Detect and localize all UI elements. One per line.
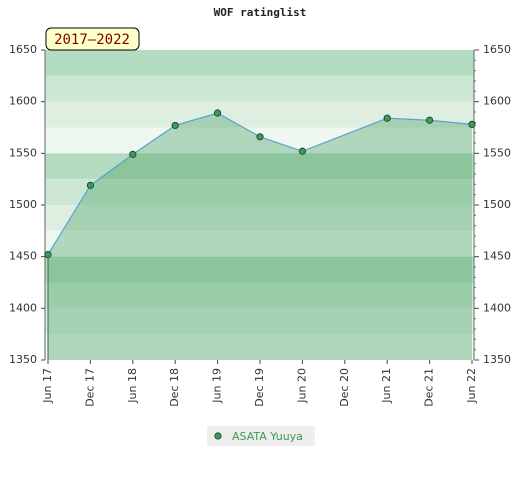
background-band [45, 179, 474, 205]
y2-tick-label: 1650 [483, 43, 511, 56]
area [48, 113, 472, 361]
background-band [45, 334, 474, 360]
annotation-box [45, 27, 140, 51]
y-tick-label: 1500 [9, 198, 37, 211]
x-tick-label: Dec 18 [168, 368, 181, 407]
y-tick-label: 1650 [9, 43, 37, 56]
y-tick-label: 1600 [9, 95, 37, 108]
background-band [45, 308, 474, 335]
point [256, 133, 264, 141]
background-band [45, 230, 474, 257]
background-band [45, 50, 474, 76]
x-tick-label: Dec 21 [423, 368, 436, 407]
y2-tick-label: 1500 [483, 198, 511, 211]
annotation: 2017–2022 [54, 32, 130, 48]
point [129, 150, 137, 158]
background-band [45, 205, 474, 231]
point [425, 116, 434, 124]
y2-tick-label: 1450 [483, 250, 511, 263]
x-tick-label: Jun 22 [465, 368, 478, 404]
y-tick-label: 1350 [9, 353, 37, 366]
point [383, 114, 391, 122]
x-tick-label: Jun 20 [295, 368, 308, 404]
y2-tick-label: 1350 [483, 353, 511, 366]
y-tick-label: 1400 [9, 301, 37, 314]
background-band [45, 75, 474, 102]
point [214, 109, 222, 117]
x-tick-label: Jun 17 [41, 368, 54, 404]
x-tick-label: Dec 20 [338, 368, 351, 407]
y2-tick-label: 1400 [483, 301, 511, 314]
y-tick-label: 1550 [9, 146, 37, 159]
y2-tick-label: 1600 [483, 95, 511, 108]
point [44, 251, 52, 259]
chart-title: WOF ratinglist [214, 6, 307, 19]
background-band [45, 282, 474, 309]
line [47, 112, 473, 255]
point [298, 147, 306, 155]
background-band [45, 256, 474, 283]
x-tick-label: Jun 21 [380, 368, 393, 404]
legend-marker [214, 432, 222, 440]
y2-tick-label: 1550 [483, 146, 511, 159]
x-tick-label: Dec 19 [253, 368, 266, 407]
x-tick-label: Jun 18 [126, 368, 139, 404]
background-band [45, 101, 474, 128]
x-tick-label: Dec 17 [83, 368, 96, 407]
x-tick-label: Jun 19 [211, 368, 224, 404]
y-tick-label: 1450 [9, 250, 37, 263]
point [171, 121, 179, 130]
background-band [45, 127, 474, 154]
point [468, 120, 476, 129]
legend [207, 426, 315, 446]
point [86, 181, 95, 189]
legend-label: ASATA Yuuya [232, 430, 303, 443]
